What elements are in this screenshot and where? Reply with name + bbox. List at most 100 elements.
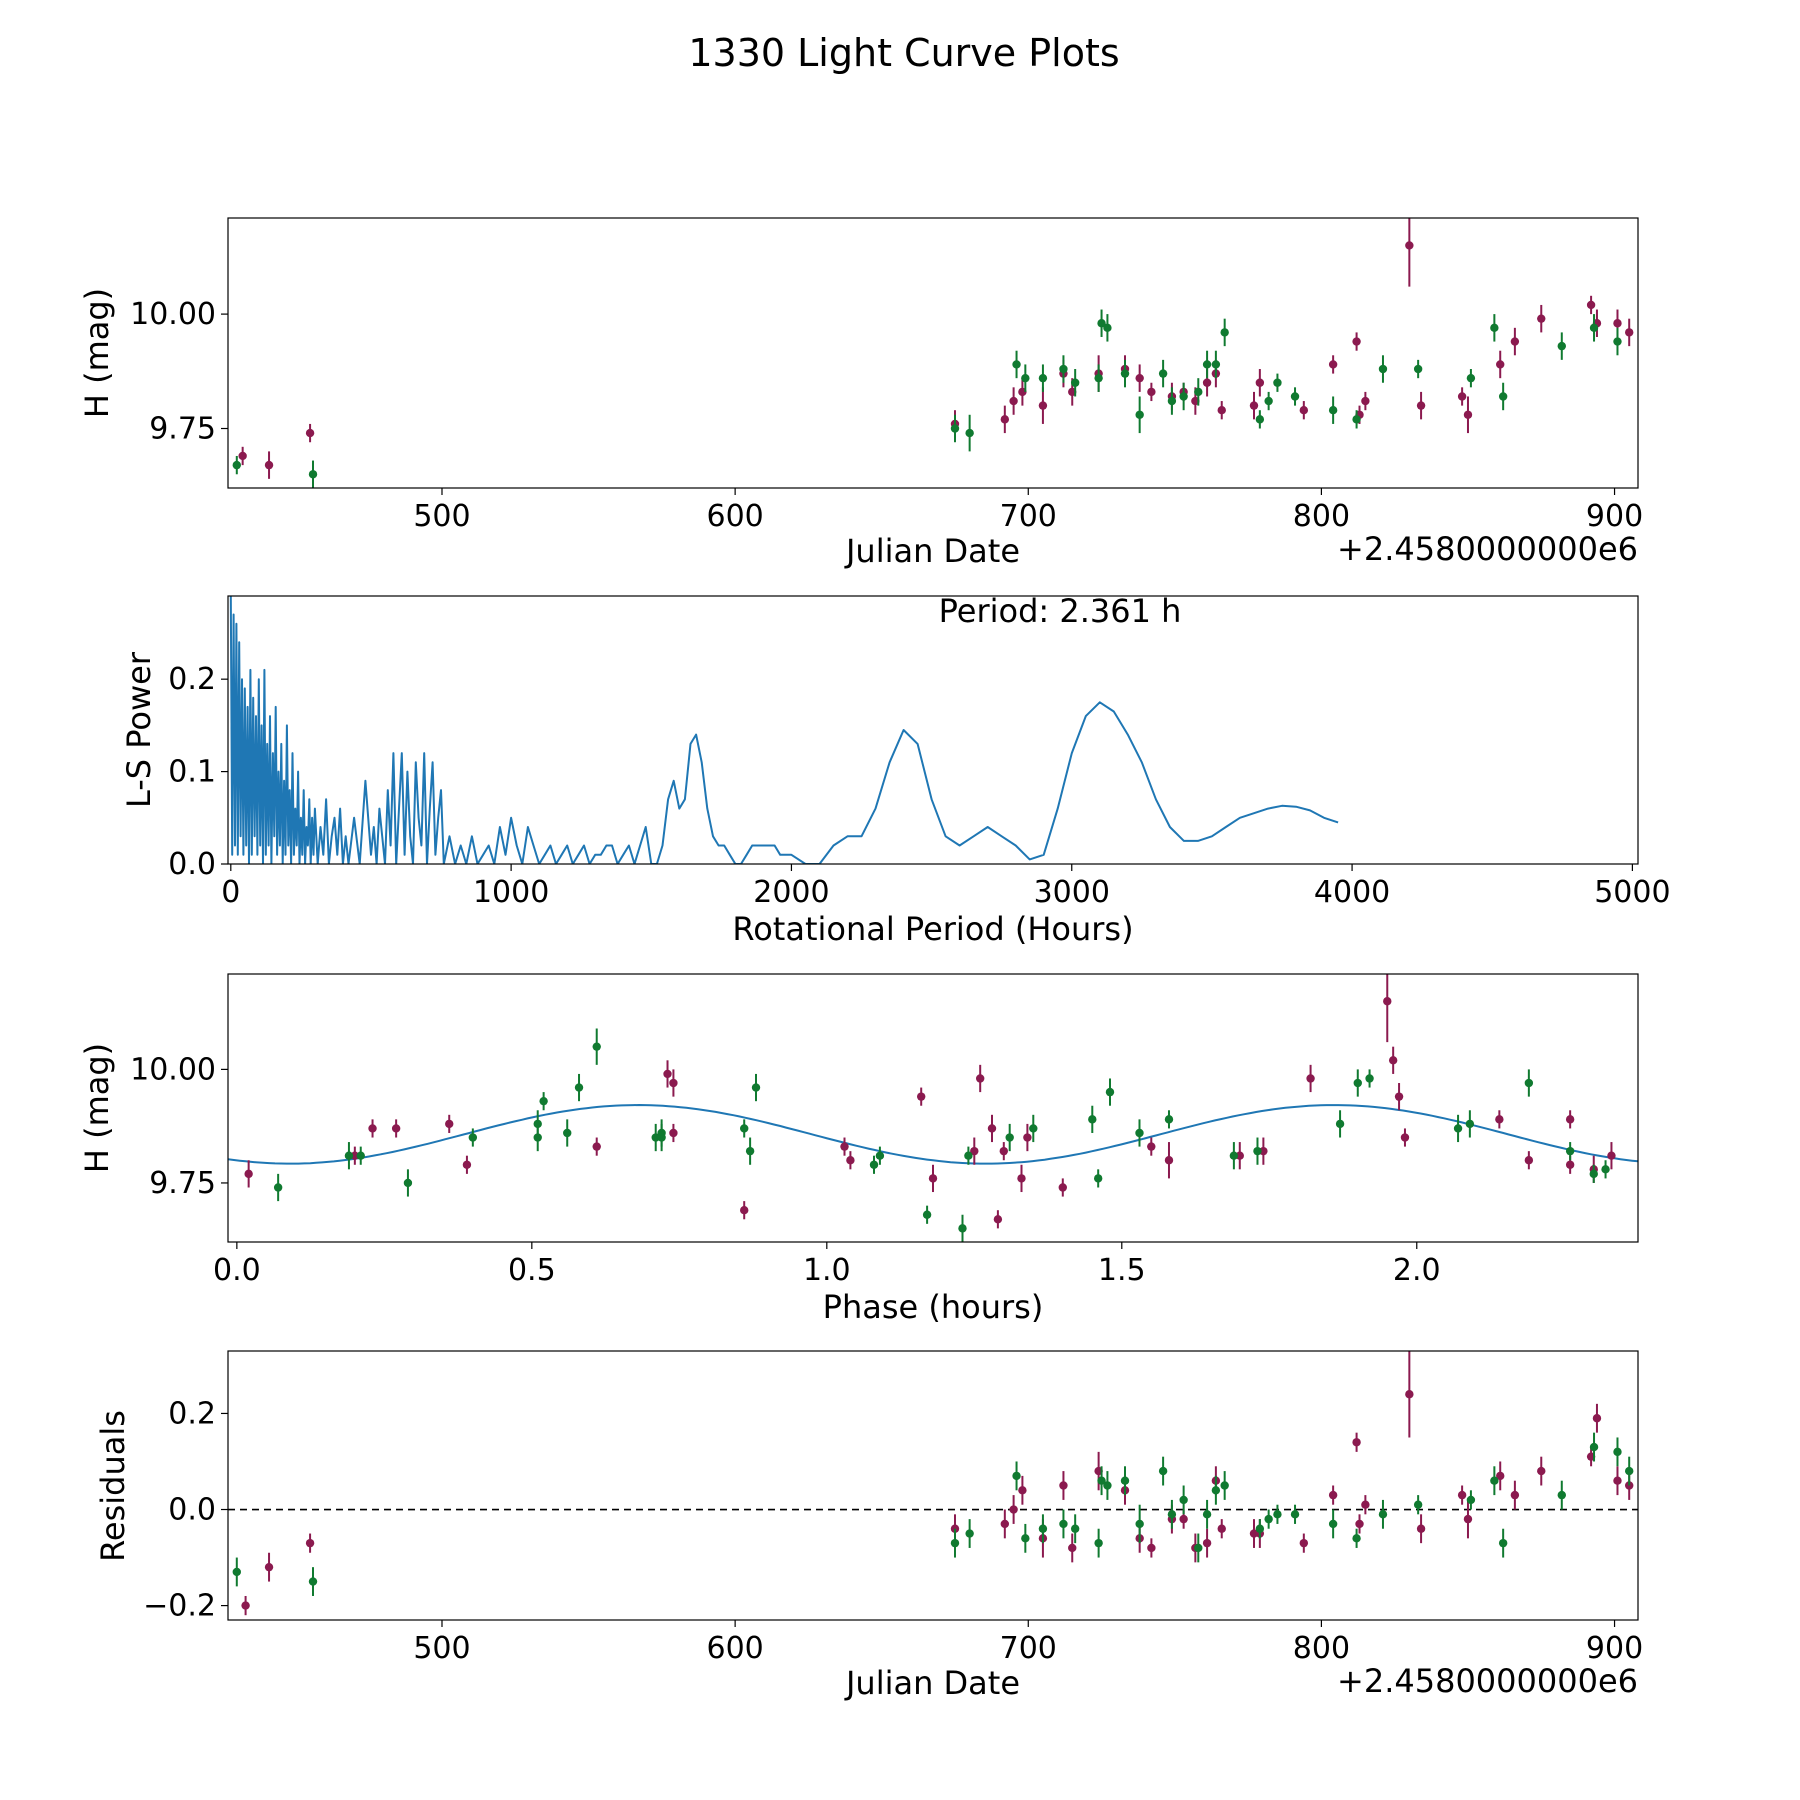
phased-point-red [669,1078,678,1088]
residuals-point-red [1355,1519,1364,1529]
lightcurve-xtick-label: 900 [1586,499,1643,534]
residuals-point-red [1000,1519,1010,1529]
phased-point-red [970,1146,979,1156]
phased-point-green [344,1151,354,1160]
lightcurve-point-green [1378,364,1388,374]
figure-title: 1330 Light Curve Plots [688,31,1119,75]
residuals-point-green [1328,1519,1338,1529]
residuals-ylabel: Residuals [94,1410,132,1562]
phased-point-red [1394,1092,1404,1101]
lightcurve-point-red [1135,373,1144,383]
phased-point-red [244,1169,253,1179]
residuals-point-green [1255,1524,1265,1533]
phased-point-green [1524,1078,1534,1088]
phased-point-red [350,1151,360,1160]
phased-point-green [1453,1124,1463,1133]
phased-point-red [1524,1156,1534,1165]
lightcurve-point-green [1097,319,1106,328]
lightcurve-xtick-label: 800 [1293,499,1350,534]
residuals-point-green [1202,1510,1212,1519]
residuals-ticks: 500 600 700 800 900 −0.2 0.0 0.2 [143,1396,1643,1666]
phased-point-red [1306,1074,1315,1083]
phased-point-green [1093,1174,1103,1183]
lightcurve-point-green [1498,392,1508,401]
residuals-point-red [1249,1529,1259,1538]
lightcurve-xtick-label: 700 [1000,499,1057,534]
lightcurve-point-green [1167,396,1177,406]
lightcurve-point-green [1211,360,1221,369]
phased-ticks: 0.0 0.5 1.0 1.5 2.0 9.75 10.00 [130,1052,1441,1288]
residuals-point-green [1290,1510,1300,1519]
residuals-xtick-label: 700 [1000,1631,1057,1666]
lightcurve-point-red [1147,387,1156,397]
residuals-frame [227,1350,1639,1621]
phased-point-red [669,1128,678,1138]
phased-point-green [1353,1078,1362,1088]
lightcurve-point-red [1352,337,1361,346]
residuals-point-green [1413,1500,1423,1509]
phased-point-green [273,1183,283,1192]
periodogram-ytick-label: 0.2 [168,662,216,697]
residuals-point-red [1059,1481,1068,1490]
periodogram-xtick-label: 3000 [1034,875,1110,910]
phased-point-green [1565,1146,1575,1156]
lightcurve-xtick-label: 500 [413,499,470,534]
residuals-point-green [1038,1524,1048,1533]
residuals-point-green [1211,1486,1221,1495]
phased-point-red [1495,1115,1504,1124]
lightcurve-point-green [1273,378,1282,387]
lightcurve-point-green [1179,392,1188,401]
residuals-offset-label: +2.4580000000e6 [1337,1662,1638,1700]
residuals-point-red [1328,1490,1338,1500]
residuals-point-red [1613,1476,1622,1485]
periodogram-series-line [229,596,1339,864]
residuals-point-red [1405,1390,1414,1399]
residuals-point-red [1217,1524,1226,1533]
periodogram-xtick-label: 4000 [1314,875,1390,910]
residuals-point-green [1220,1481,1229,1490]
lightcurve-point-green [1490,323,1499,333]
lightcurve-point-red [238,451,247,461]
residuals-ytick-label: −0.2 [143,1589,216,1624]
phased-point-green [1029,1124,1038,1133]
lightcurve-point-green [1094,373,1103,383]
lightcurve-point-red [1038,401,1048,410]
phased-point-red [740,1206,749,1215]
residuals-point-green [1589,1442,1599,1452]
phased-point-green [403,1178,413,1188]
lightcurve-point-red [1537,314,1546,323]
residuals-panel: 500 600 700 800 900 −0.2 0.0 0.2 Julian Date +2… [94,1350,1643,1702]
lightcurve-point-red [1613,319,1622,328]
lightcurve-point-red [1000,415,1010,424]
lightcurve-point-green [1012,360,1021,369]
lightcurve-ylabel: H (mag) [78,288,116,418]
phased-point-red [368,1124,377,1133]
phased-point-red [445,1119,454,1129]
residuals-point-green [1135,1519,1144,1529]
phased-point-red [928,1174,938,1183]
residuals-point-red [1018,1486,1027,1495]
phased-point-red [840,1142,849,1151]
phased-point-green [1229,1151,1239,1160]
residuals-point-green [1070,1524,1080,1533]
phased-point-green [922,1210,932,1219]
phased-panel: 0.0 0.5 1.0 1.5 2.0 9.75 10.00 Phase (hours) H… [78,973,1639,1326]
lightcurve-ytick-label: 9.75 [149,412,216,447]
phased-point-green [563,1128,572,1138]
residuals-xtick-label: 600 [706,1631,763,1666]
phased-point-red [1400,1133,1410,1142]
phased-xtick-label: 0.5 [508,1253,556,1288]
residuals-point-red [1352,1438,1361,1447]
residuals-xlabel: Julian Date [844,1664,1020,1702]
phased-point-green [1088,1115,1097,1124]
phased-xtick-label: 2.0 [1393,1253,1441,1288]
lightcurve-point-green [1466,373,1476,383]
lightcurve-point-green [1158,369,1168,378]
lightcurve-point-red [1217,406,1226,415]
residuals-point-green [1094,1538,1103,1548]
periodogram-ticks: 0 1000 2000 3000 4000 5000 0.0 0.1 0.2 [168,662,1670,910]
periodogram-marks [229,596,1339,864]
residuals-point-green [1021,1534,1030,1543]
phased-point-green [1135,1128,1144,1138]
lightcurve-point-green [1220,328,1229,337]
